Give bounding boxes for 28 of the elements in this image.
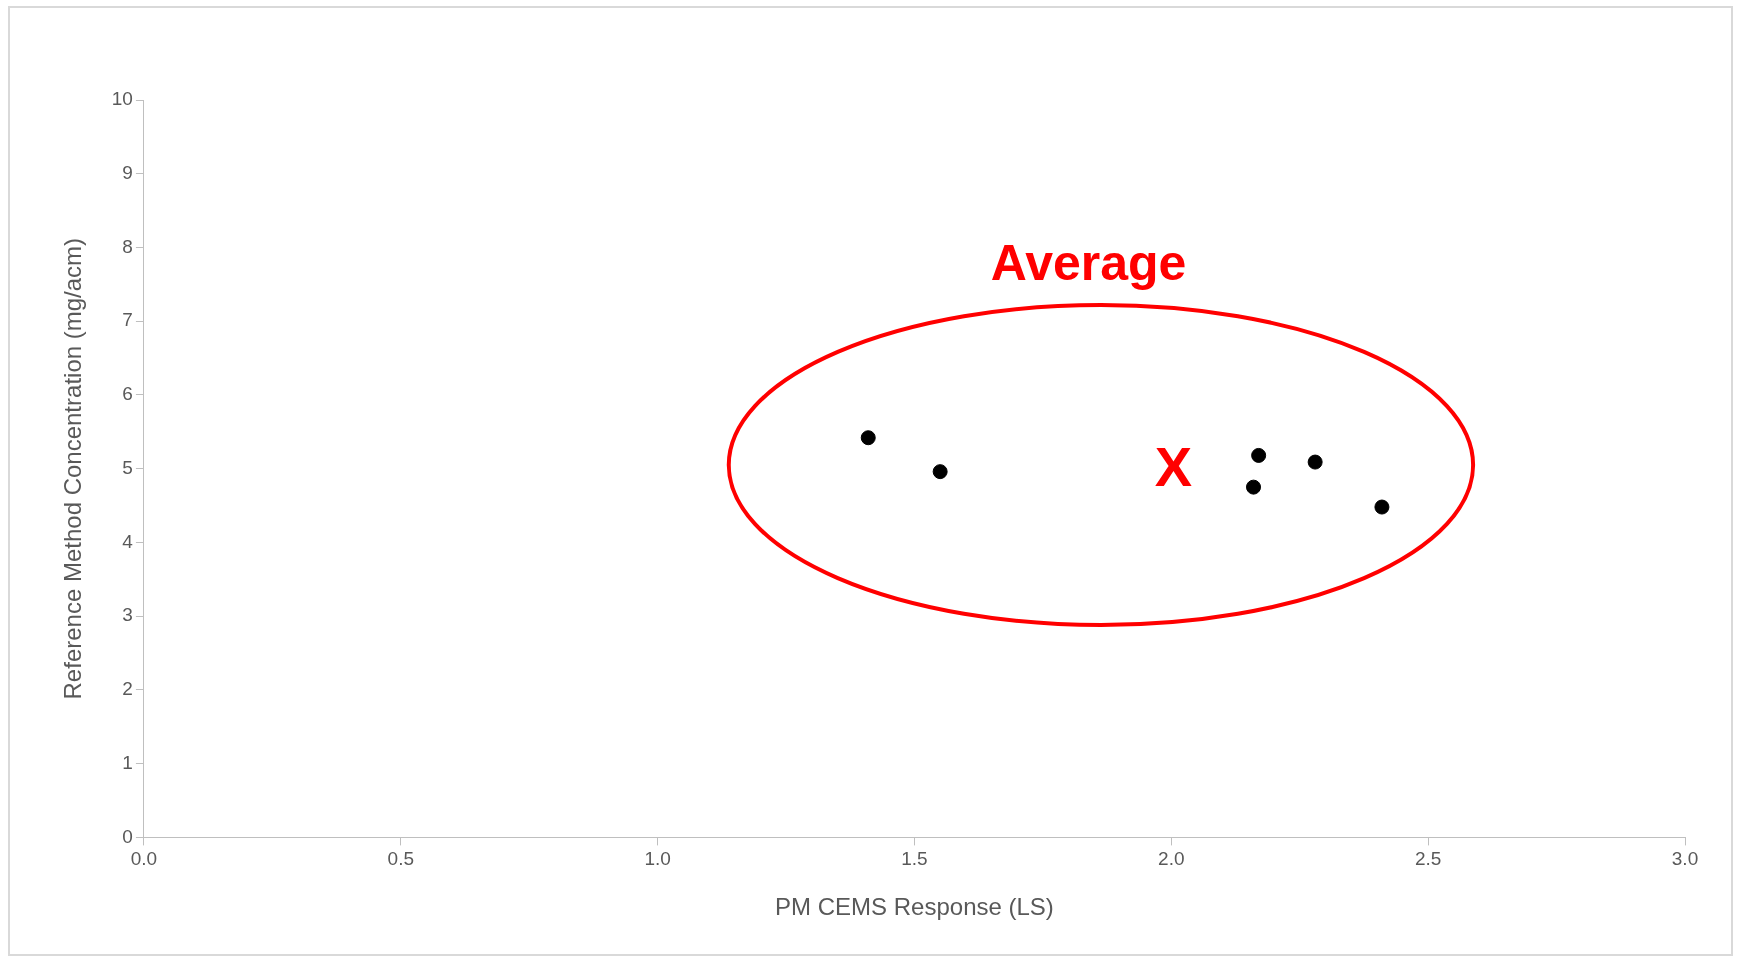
x-tick-label: 2.5 [1414,848,1442,870]
x-tick-label: 0.5 [387,848,414,870]
y-tick-label: 8 [122,235,133,257]
y-tick-label: 9 [122,161,133,183]
point [1246,479,1261,495]
y-tick-label: 5 [122,456,133,478]
point [860,430,876,446]
y-tick-label: 2 [122,678,133,700]
x-axis-title: PM CEMS Response (LS) [775,893,1054,921]
y-tick-label: 4 [122,530,134,552]
x-tick-label: 3.0 [1671,848,1699,870]
y-tick-label: 1 [122,751,133,773]
y-tick-label: 7 [122,309,133,331]
x-tick-label: 1.0 [644,848,671,870]
annotation: X [1154,435,1193,499]
point [932,464,948,480]
y-tick-label: 10 [111,88,133,110]
y-tick-label: 0 [122,825,133,847]
y-tick-label: 3 [122,604,133,626]
y-tick-label: 6 [122,383,133,405]
x-tick-label: 0.0 [130,848,158,870]
point [1251,447,1267,463]
point [1307,454,1323,470]
point [1374,499,1390,515]
annotation: Average [990,234,1187,291]
y-axis-title: Reference Method Concentration (mg/acm) [59,237,87,700]
x-tick-label: 1.5 [901,848,928,870]
x-tick-label: 2.0 [1158,848,1185,870]
